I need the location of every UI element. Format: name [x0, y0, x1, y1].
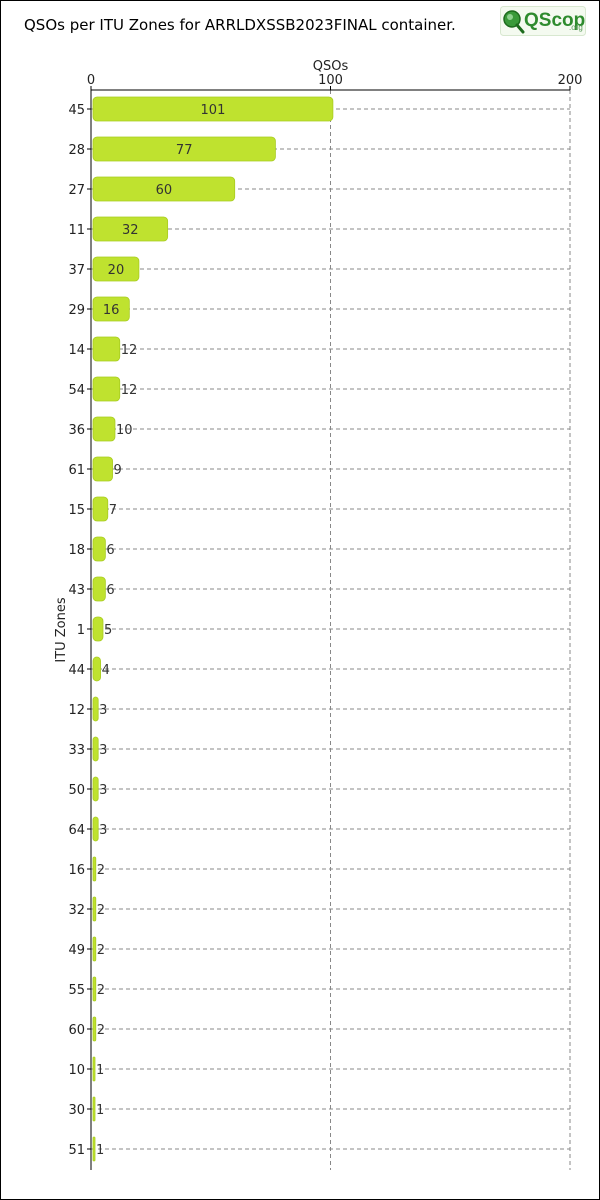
grid-layer	[91, 90, 571, 1170]
bar	[92, 96, 334, 122]
bar-value-label: 9	[114, 463, 122, 478]
y-tick-label: 32	[68, 903, 85, 918]
bar	[92, 536, 106, 562]
bar	[92, 1136, 96, 1162]
bar	[92, 976, 97, 1002]
bar-value-label: 3	[99, 823, 107, 838]
bar	[92, 416, 116, 442]
y-tick-label: 33	[68, 743, 85, 758]
bar	[92, 376, 121, 402]
bar	[92, 576, 106, 602]
bar	[92, 336, 121, 362]
y-tick-label: 18	[68, 543, 85, 558]
y-tick-label: 15	[68, 503, 85, 518]
y-tick-label: 16	[68, 863, 85, 878]
bar-value-label: 60	[156, 183, 173, 198]
bar	[92, 696, 99, 722]
bar-value-label: 2	[97, 983, 105, 998]
bar-value-label: 3	[99, 703, 107, 718]
y-tick-label: 54	[68, 383, 85, 398]
y-tick-label: 61	[68, 463, 85, 478]
bar-value-label: 16	[103, 303, 120, 318]
bar-value-label: 1	[96, 1063, 104, 1078]
y-tick-label: 50	[68, 783, 85, 798]
y-tick-label: 37	[68, 263, 85, 278]
bar	[92, 816, 99, 842]
bar-value-label: 10	[116, 423, 133, 438]
y-tick-label: 51	[68, 1143, 85, 1158]
bar-value-label: 3	[99, 743, 107, 758]
bar-value-label: 12	[121, 383, 138, 398]
bar	[92, 616, 104, 642]
y-tick-label: 29	[68, 303, 85, 318]
bar-value-label: 6	[106, 543, 114, 558]
bar	[92, 856, 97, 882]
x-axis-label: QSOs	[313, 59, 349, 74]
logo-brand-text: QScope	[524, 10, 586, 31]
x-tick-label: 100	[318, 73, 343, 88]
bar	[92, 256, 140, 282]
bar-value-label: 20	[108, 263, 125, 278]
bar-value-label: 5	[104, 623, 112, 638]
bar	[92, 1056, 96, 1082]
bar	[92, 296, 130, 322]
y-tick-label: 55	[68, 983, 85, 998]
bar	[92, 456, 113, 482]
y-tick-label: 64	[68, 823, 85, 838]
bar-value-label: 1	[96, 1103, 104, 1118]
bar	[92, 136, 276, 162]
bar-value-label: 2	[97, 943, 105, 958]
x-tick-label: 200	[558, 73, 583, 88]
y-tick-label: 36	[68, 423, 85, 438]
bar-value-label: 1	[96, 1143, 104, 1158]
y-tick-label: 49	[68, 943, 85, 958]
y-tick-label: 28	[68, 143, 85, 158]
bar	[92, 1016, 97, 1042]
y-tick-label: 44	[68, 663, 85, 678]
bar	[92, 936, 97, 962]
bar	[92, 656, 101, 682]
y-tick-label: 11	[68, 223, 85, 238]
y-axis-label: ITU Zones	[54, 597, 69, 663]
y-tick-label: 45	[68, 103, 85, 118]
bar-value-label: 2	[97, 903, 105, 918]
y-tick-label: 27	[68, 183, 85, 198]
bar	[92, 896, 97, 922]
bar-value-label: 32	[122, 223, 139, 238]
y-tick-label: 60	[68, 1023, 85, 1038]
y-tick-label: 14	[68, 343, 85, 358]
bar	[92, 176, 236, 202]
bar	[92, 776, 99, 802]
x-tick-label: 0	[87, 73, 95, 88]
bar-value-label: 7	[109, 503, 117, 518]
y-tick-label: 1	[77, 623, 85, 638]
bar-value-label: 6	[106, 583, 114, 598]
y-tick-label: 10	[68, 1063, 85, 1078]
logo-suffix-text: .org	[569, 23, 583, 32]
bar	[92, 496, 109, 522]
bar	[92, 736, 99, 762]
qscope-logo[interactable]: QScope .org	[500, 6, 586, 36]
bar	[92, 1096, 96, 1122]
bar-value-label: 101	[201, 103, 226, 118]
bar-value-label: 2	[97, 863, 105, 878]
bar-value-label: 77	[176, 143, 193, 158]
axis-layer: 4528271137291454366115184314412335064163…	[68, 73, 582, 1170]
bar-value-label: 3	[99, 783, 107, 798]
chart-title: QSOs per ITU Zones for ARRLDXSSB2023FINA…	[24, 16, 456, 34]
y-tick-label: 43	[68, 583, 85, 598]
bar-value-label: 12	[121, 343, 138, 358]
y-tick-label: 30	[68, 1103, 85, 1118]
bar-value-label: 2	[97, 1023, 105, 1038]
bar	[92, 216, 169, 242]
bar-value-label: 4	[102, 663, 110, 678]
y-tick-label: 12	[68, 703, 85, 718]
